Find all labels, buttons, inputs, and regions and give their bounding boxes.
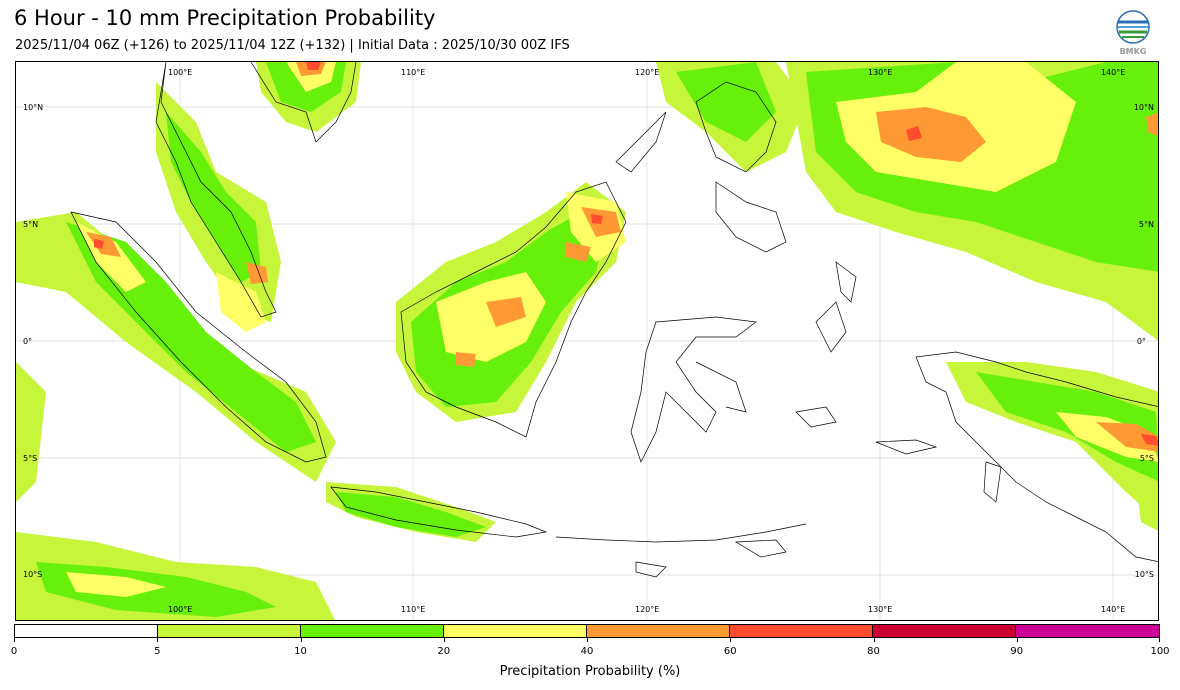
lat-label-left: 5°N	[23, 220, 39, 229]
lat-label-left: 10°N	[23, 103, 44, 112]
colorbar-tick	[300, 638, 302, 642]
lon-label-top: 130°E	[868, 68, 893, 77]
colorbar-tick-label: 10	[294, 646, 307, 657]
lon-label-top: 110°E	[401, 68, 426, 77]
lat-label-left: 0°	[23, 337, 33, 346]
colorbar-tick-label: 40	[580, 646, 594, 657]
precip-field-20-40	[66, 62, 1158, 597]
colorbar-tick	[730, 638, 732, 642]
lat-label-right: 10°S	[1134, 570, 1154, 579]
lat-label-right: 5°N	[1138, 220, 1154, 229]
colorbar-segment	[301, 625, 444, 637]
colorbar-tick-label: 90	[1010, 646, 1024, 657]
colorbar-tick-label: 5	[154, 646, 161, 657]
lon-label-top: 100°E	[168, 68, 193, 77]
colorbar-segment	[730, 625, 873, 637]
lon-label-bottom: 140°E	[1101, 605, 1126, 614]
chart-title: 6 Hour - 10 mm Precipitation Probability	[14, 6, 436, 30]
lon-label-bottom: 130°E	[868, 605, 893, 614]
colorbar-tick	[873, 638, 875, 642]
lat-label-right: 5°S	[1139, 454, 1154, 463]
colorbar	[14, 624, 1160, 638]
lon-label-bottom: 120°E	[635, 605, 660, 614]
colorbar-tick	[587, 638, 588, 642]
colorbar-tick	[1159, 638, 1160, 642]
colorbar-tick-label: 0	[10, 646, 18, 657]
lon-label-top: 120°E	[635, 68, 660, 77]
lat-label-right: 10°N	[1133, 103, 1154, 112]
colorbar-tick	[157, 638, 159, 642]
colorbar-segment	[15, 625, 158, 637]
colorbar-segment	[587, 625, 730, 637]
colorbar-segment	[873, 625, 1016, 637]
colorbar-tick-label: 80	[867, 646, 880, 657]
coastlines	[70, 62, 1158, 578]
colorbar-tick	[1016, 638, 1018, 642]
colorbar-tick-label: 100	[1150, 646, 1170, 657]
colorbar-segment	[444, 625, 587, 637]
lat-label-left: 5°S	[23, 454, 38, 463]
bmkg-logo: BMKG	[1114, 10, 1152, 58]
lon-label-bottom: 110°E	[401, 605, 426, 614]
colorbar-tick	[14, 638, 15, 642]
colorbar-tick-label: 20	[437, 646, 451, 657]
colorbar-segment	[1016, 625, 1159, 637]
lon-label-top: 140°E	[1101, 68, 1126, 77]
chart-subtitle: 2025/11/04 06Z (+126) to 2025/11/04 12Z …	[15, 38, 570, 53]
lat-label-left: 10°S	[23, 570, 43, 579]
lat-label-right: 0°	[1136, 337, 1146, 346]
colorbar-title: Precipitation Probability (%)	[499, 664, 681, 679]
colorbar-tick	[443, 638, 445, 642]
colorbar-tick-label: 60	[723, 646, 737, 657]
colorbar-segment	[158, 625, 301, 637]
lon-label-bottom: 100°E	[168, 605, 193, 614]
logo-text: BMKG	[1120, 47, 1147, 56]
precip-field-60-80	[94, 62, 1158, 446]
map-canvas	[16, 62, 1158, 620]
precipitation-map: 100°E 110°E 120°E 130°E 140°E 100°E 110°…	[15, 61, 1159, 621]
